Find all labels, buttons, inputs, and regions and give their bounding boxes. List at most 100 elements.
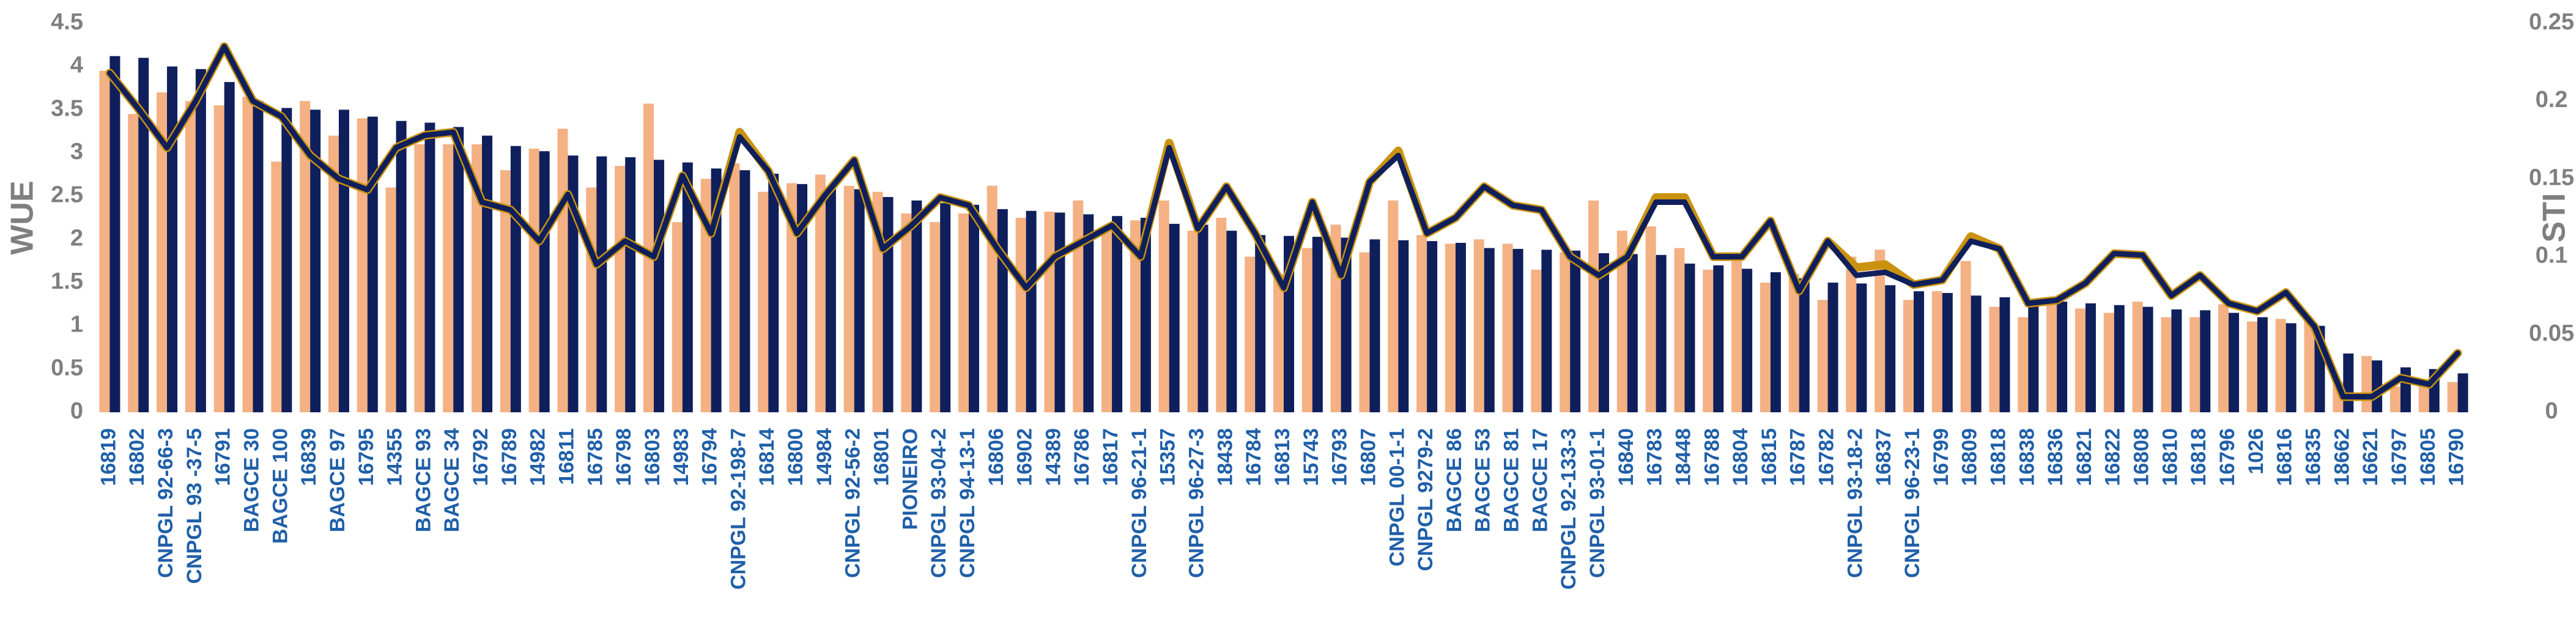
x-tick-label: 18448 <box>1671 428 1695 486</box>
bar <box>185 101 196 412</box>
bar <box>443 144 454 412</box>
bar <box>2114 305 2125 412</box>
bar <box>1073 200 1084 412</box>
x-tick-label: BAGCE 17 <box>1528 428 1552 532</box>
x-tick-label: 16818 <box>2187 428 2210 486</box>
bar <box>911 200 922 412</box>
x-tick-label: 16788 <box>1700 428 1723 486</box>
bar <box>1989 306 2000 412</box>
bar <box>758 191 769 412</box>
bar <box>1856 283 1867 412</box>
bar <box>500 170 511 412</box>
bar <box>1931 291 1942 412</box>
bar <box>510 146 521 412</box>
x-tick-label: 16836 <box>2044 428 2067 486</box>
bar <box>1416 235 1427 412</box>
bar <box>1169 223 1180 412</box>
bar <box>1083 214 1094 412</box>
x-tick-label: BAGCE 86 <box>1443 428 1466 532</box>
bar <box>1788 273 1799 412</box>
bar <box>1140 218 1151 412</box>
x-tick-label: 14355 <box>383 428 407 486</box>
x-tick-label: CNPGL 93-18-2 <box>1843 428 1867 578</box>
x-tick-label: 16782 <box>1815 428 1838 486</box>
y-tick-label: 2 <box>70 225 83 251</box>
x-tick-label: 15357 <box>1157 428 1180 486</box>
bar <box>1359 252 1370 412</box>
x-tick-label: 16819 <box>97 428 120 486</box>
bar <box>1616 231 1627 412</box>
x-tick-label: 16783 <box>1643 428 1667 486</box>
bar <box>2142 306 2153 412</box>
x-tick-label: 1026 <box>2245 428 2268 475</box>
x-tick-label: 16795 <box>355 428 378 486</box>
x-tick-label: 16814 <box>755 428 779 486</box>
bar <box>1903 300 1914 412</box>
x-tick-label: 16817 <box>1099 428 1122 486</box>
bar <box>1197 224 1208 412</box>
bar <box>157 92 168 413</box>
bar <box>1684 263 1695 412</box>
x-tick-label: CNPGL 92-56-2 <box>842 428 865 578</box>
bar <box>1627 254 1638 412</box>
bar <box>2389 386 2400 412</box>
bar <box>700 179 711 412</box>
x-tick-label: 16798 <box>612 428 635 486</box>
bar <box>2457 373 2468 412</box>
bar <box>997 209 1008 412</box>
x-tick-label: CNPGL 96-21-1 <box>1128 428 1151 578</box>
bar <box>1999 297 2010 412</box>
x-tick-label: 16902 <box>1013 428 1037 486</box>
bar <box>729 163 740 412</box>
bar <box>940 202 951 412</box>
x-tick-label: 16803 <box>641 428 664 486</box>
x-tick-label: 16805 <box>2416 428 2440 486</box>
bar <box>1273 273 1284 412</box>
y-tick-label: 0 <box>70 398 83 424</box>
x-tick-label: CNPGL 93-04-2 <box>927 428 950 578</box>
bar <box>825 187 836 412</box>
bar <box>786 183 798 412</box>
bar <box>1914 291 1925 412</box>
x-tick-label: BAGCE 34 <box>440 428 464 532</box>
bar <box>1427 241 1438 412</box>
line <box>106 43 2461 400</box>
x-tick-label: 16794 <box>698 428 722 486</box>
x-tick-label: 16835 <box>2301 428 2325 486</box>
bar <box>1875 250 1886 412</box>
bar <box>768 173 779 412</box>
bar <box>2046 304 2057 412</box>
x-tick-label: CNPGL 96-23-1 <box>1901 428 1924 578</box>
y-tick-label: 4.5 <box>51 9 83 35</box>
x-tick-label: CNPGL 93 -37-5 <box>183 428 206 584</box>
x-tick-label: 16789 <box>498 428 521 486</box>
bar <box>1245 256 1256 412</box>
x-tick-label: 16808 <box>2130 428 2153 486</box>
x-tick-label: 16810 <box>2158 428 2182 486</box>
bar <box>1455 242 1466 412</box>
bar <box>1112 216 1123 412</box>
x-tick-label: 16792 <box>469 428 492 486</box>
x-tick-label: 16797 <box>2388 428 2411 486</box>
bar <box>901 213 912 412</box>
x-tick-label: 16801 <box>870 428 894 486</box>
bar <box>596 156 607 413</box>
bar <box>1942 292 1953 412</box>
bar <box>2257 317 2268 412</box>
bar <box>1703 269 1714 412</box>
x-tick-label: 14389 <box>1042 428 1065 486</box>
x-tick-label: BAGCE 100 <box>268 428 292 544</box>
x-tick-label: CNPGL 93-01-1 <box>1586 428 1609 578</box>
x-tick-label: 16809 <box>1958 428 1982 486</box>
x-tick-label: 16790 <box>2445 428 2468 486</box>
bar <box>557 128 568 412</box>
x-tick-label: 16816 <box>2273 428 2297 486</box>
bar <box>281 108 292 413</box>
y-tick-label: 1.5 <box>51 269 83 294</box>
x-tick-label: CNPGL 92-133-3 <box>1557 428 1580 590</box>
bar <box>1512 248 1523 412</box>
bar <box>1770 272 1781 412</box>
bar <box>1560 252 1571 412</box>
bar <box>2074 308 2086 412</box>
